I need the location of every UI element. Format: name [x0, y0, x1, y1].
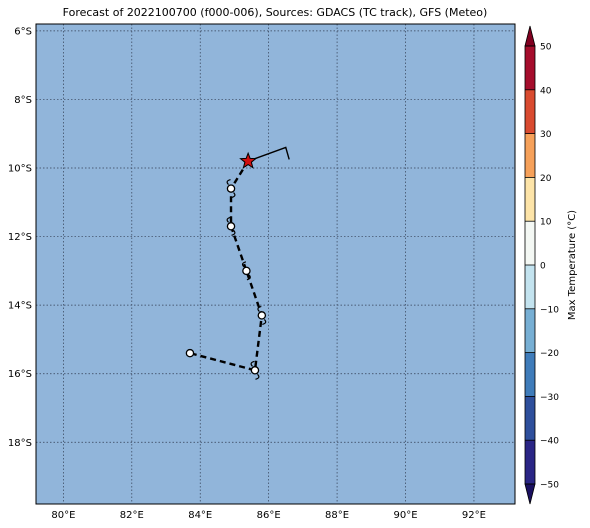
- latitude-tick-label: 12°S: [8, 232, 32, 243]
- longitude-tick-label: 84°E: [188, 510, 212, 521]
- latitude-tick-label: 8°S: [14, 95, 32, 106]
- longitude-tick-label: 90°E: [393, 510, 417, 521]
- colorbar-band: [525, 177, 535, 221]
- colorbar-band: [525, 309, 535, 353]
- longitude-tick-label: 86°E: [257, 510, 281, 521]
- colorbar-tick-label: −30: [540, 393, 559, 403]
- colorbar-tick-label: 40: [540, 86, 552, 96]
- colorbar-band: [525, 134, 535, 178]
- latitude-tick-label: 6°S: [14, 26, 32, 37]
- map-area[interactable]: 80°E 82°E 84°E 86°E 88°E 90°E 92°E 6°S 8°S 10°S 12…: [8, 24, 515, 521]
- longitude-tick-label: 80°E: [51, 510, 75, 521]
- longitude-tick-label: 82°E: [120, 510, 144, 521]
- longitude-tick-label: 92°E: [462, 510, 486, 521]
- colorbar-label: Max Temperature (°C): [567, 210, 578, 320]
- latitude-tick-label: 10°S: [8, 164, 32, 175]
- colorbar-band: [525, 90, 535, 134]
- colorbar-band: [525, 46, 535, 90]
- colorbar-tick-label: 20: [540, 174, 552, 184]
- colorbar-tick-label: −40: [540, 437, 559, 447]
- colorbar-tick-label: 0: [540, 262, 546, 272]
- latitude-tick-label: 14°S: [8, 301, 32, 312]
- colorbar-tick-label: 30: [540, 130, 552, 140]
- colorbar-band: [525, 265, 535, 309]
- latitude-tick-label: 16°S: [8, 369, 32, 380]
- colorbar-tick-label: −20: [540, 349, 559, 359]
- colorbar: 50 40 30 20 10 0 −10 −20 −30 −40 −50 Max Temperatur…: [525, 26, 578, 504]
- colorbar-over-arrow: [525, 26, 535, 46]
- colorbar-band: [525, 353, 535, 397]
- ocean-background: [36, 24, 515, 504]
- colorbar-under-arrow: [525, 484, 535, 504]
- colorbar-tick-label: −50: [540, 481, 559, 491]
- latitude-tick-label: 18°S: [8, 438, 32, 449]
- longitude-tick-label: 88°E: [325, 510, 349, 521]
- colorbar-band: [525, 221, 535, 265]
- colorbar-tick-label: 50: [540, 43, 552, 53]
- colorbar-tick-label: 10: [540, 218, 552, 228]
- colorbar-tick-label: −10: [540, 305, 559, 315]
- colorbar-band: [525, 440, 535, 484]
- low-pressure-icon[interactable]: [186, 350, 193, 357]
- colorbar-band: [525, 396, 535, 440]
